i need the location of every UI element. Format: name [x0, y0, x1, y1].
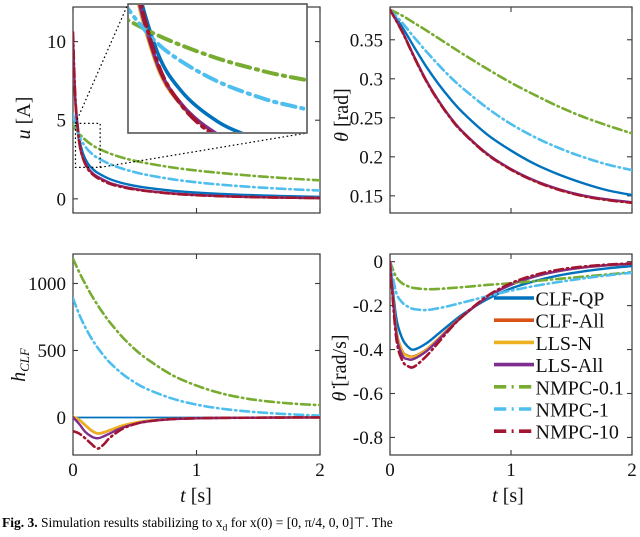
svg-text:-0.8: -0.8: [353, 428, 383, 449]
svg-text:0: 0: [68, 460, 78, 481]
legend-label: LLS-All: [536, 355, 604, 377]
thetadot-axes: [389, 253, 633, 456]
thetadot-axis-label: θ̇ [rad/s]: [329, 334, 351, 401]
legend-label: LLS-N: [536, 333, 593, 355]
panel-theta: 0.15 0.2 0.25 0.3 0.35 θ [rad]: [330, 0, 640, 240]
panel-hclf: 0 500 1000 0 1 2 hCLF t [s]: [0, 240, 330, 513]
svg-text:0.2: 0.2: [359, 147, 383, 168]
u-tick-labels: 0 5 10: [47, 32, 66, 210]
svg-text:1000: 1000: [28, 274, 66, 295]
svg-text:500: 500: [38, 341, 67, 362]
legend-item-nmpc-1: NMPC-1: [494, 400, 609, 422]
legend-item-lls-n: LLS-N: [494, 333, 592, 355]
hclf-axis-label: hCLF: [8, 347, 32, 382]
legend-item-nmpc-10: NMPC-10: [494, 422, 619, 444]
caption-text: Simulation results stabilizing to x: [41, 515, 223, 530]
svg-text:0: 0: [374, 252, 384, 273]
svg-text:2: 2: [315, 460, 325, 481]
svg-text:-0.4: -0.4: [353, 340, 384, 361]
legend-item-clf-all: CLF-All: [494, 311, 605, 333]
svg-text:θ [rad]: θ [rad]: [331, 88, 353, 142]
caption-rest: for x(0) = [0, π/4, 0, 0]⊤. The: [227, 515, 393, 530]
hclf-tick-labels: 0 500 1000 0 1 2: [28, 274, 325, 481]
svg-text:1: 1: [192, 460, 202, 481]
panel-hclf-svg: 0 500 1000 0 1 2 hCLF t [s]: [8, 253, 325, 507]
svg-text:t [s]: t [s]: [180, 485, 212, 507]
legend-label: CLF-QP: [536, 289, 605, 311]
legend-item-lls-all: LLS-All: [494, 355, 604, 377]
caption-subscript: d: [222, 522, 228, 534]
legend-item-nmpc-0.1: NMPC-0.1: [494, 377, 624, 399]
legend-label: CLF-All: [536, 311, 605, 333]
svg-text:u [A]: u [A]: [13, 97, 35, 140]
svg-text:10: 10: [47, 32, 66, 53]
legend: CLF-QPCLF-AllLLS-NLLS-AllNMPC-0.1NMPC-1N…: [494, 289, 624, 444]
svg-text:0.3: 0.3: [359, 69, 383, 90]
figure-caption: Fig. 3. Simulation results stabilizing t…: [0, 513, 640, 537]
caption-label: Fig. 3.: [2, 515, 38, 530]
legend-label: NMPC-10: [536, 422, 619, 444]
u-axis-label: u [A]: [13, 97, 35, 140]
svg-text:5: 5: [57, 111, 67, 132]
panel-thetadot: 0 -0.2 -0.4 -0.6 -0.8 0 1 2 CLF-QP CLF-All LLS-N L…: [329, 240, 640, 513]
svg-text:-0.6: -0.6: [353, 384, 383, 405]
svg-text:1: 1: [506, 460, 516, 481]
theta-axes: [389, 6, 633, 214]
legend-label: NMPC-1: [536, 400, 609, 422]
svg-text:0.35: 0.35: [350, 30, 383, 51]
hclf-x-axis-label: t [s]: [180, 485, 212, 507]
panel-u-current: 0 5 10 u [A]: [0, 0, 330, 240]
u-zoom-callout: [74, 3, 308, 168]
svg-text:hCLF: hCLF: [8, 347, 32, 382]
hclf-axes: [72, 253, 321, 456]
u-inset-axes: [127, 3, 308, 134]
thetadot-tick-labels: 0-0.2-0.4-0.6-0.80 1 2: [353, 252, 637, 481]
legend-label: NMPC-0.1: [536, 377, 624, 399]
theta-axis-label: θ [rad]: [331, 88, 353, 142]
svg-text:0: 0: [385, 460, 395, 481]
theta-tick-labels: 0.15 0.2 0.25 0.3 0.35: [350, 30, 383, 207]
thetadot-x-axis-label: t [s]: [492, 485, 524, 507]
svg-text:0.25: 0.25: [350, 108, 383, 129]
svg-text:t [s]: t [s]: [492, 485, 524, 507]
panel-theta-svg: 0.15 0.2 0.25 0.3 0.35 θ [rad]: [331, 6, 633, 214]
legend-item-clf-qp: CLF-QP: [494, 289, 604, 311]
u-curves: [73, 30, 320, 200]
panel-thetadot-svg: 0-0.2-0.4-0.6-0.80 1 2 CLF-QPCLF-AllLLS-NL…: [329, 252, 637, 507]
svg-text:2: 2: [627, 460, 637, 481]
svg-text:-0.2: -0.2: [353, 296, 383, 317]
svg-text:0.15: 0.15: [350, 186, 383, 207]
svg-text:0: 0: [57, 408, 67, 429]
svg-text:0: 0: [57, 189, 67, 210]
panel-u-svg: 0 5 10 u [A]: [13, 3, 321, 214]
thetadot-curves: [390, 260, 632, 369]
theta-curves: [390, 8, 632, 205]
svg-text:θ̇ [rad/s]: θ̇ [rad/s]: [329, 334, 351, 401]
hclf-curves: [73, 257, 320, 450]
